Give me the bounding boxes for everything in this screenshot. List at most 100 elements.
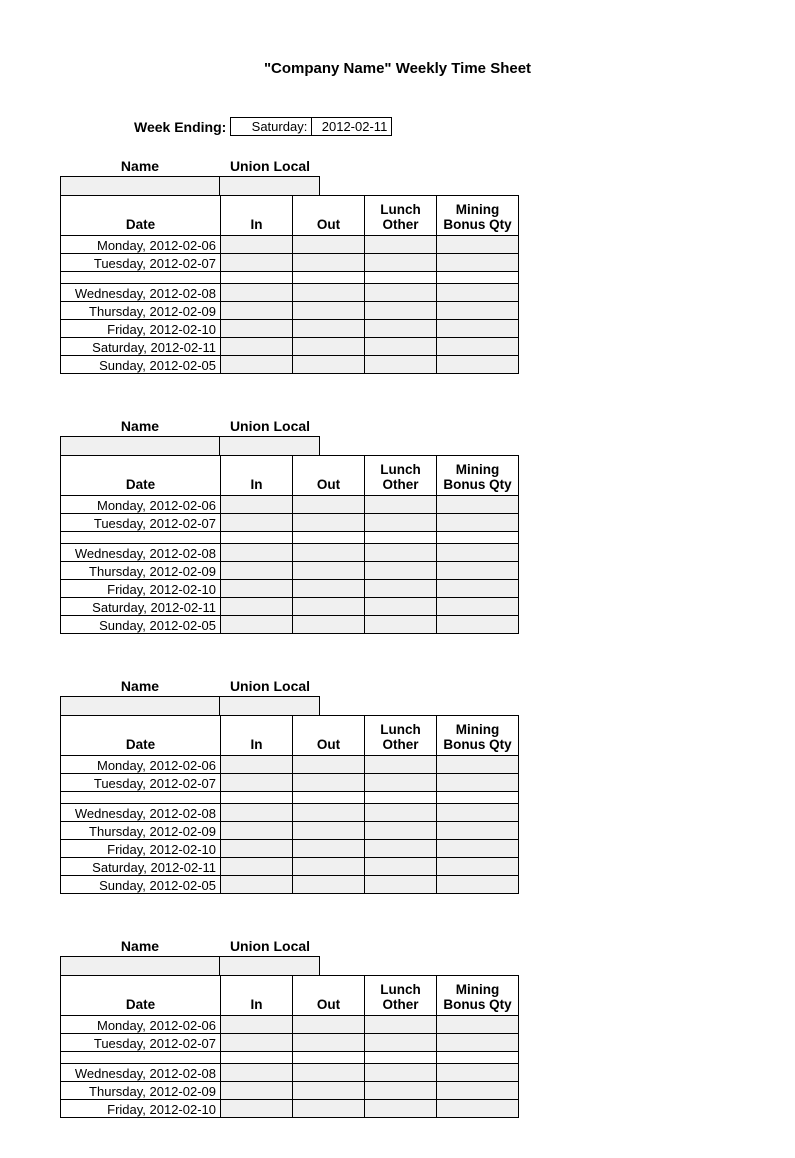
bonus-cell[interactable]	[437, 284, 519, 302]
in-cell[interactable]	[221, 320, 293, 338]
bonus-cell[interactable]	[437, 236, 519, 254]
lunch-cell[interactable]	[365, 580, 437, 598]
bonus-cell[interactable]	[437, 858, 519, 876]
lunch-cell[interactable]	[365, 338, 437, 356]
bonus-cell[interactable]	[437, 338, 519, 356]
in-cell[interactable]	[221, 876, 293, 894]
out-cell[interactable]	[293, 1064, 365, 1082]
bonus-cell[interactable]	[437, 822, 519, 840]
name-cell[interactable]	[60, 436, 220, 456]
bonus-cell[interactable]	[437, 756, 519, 774]
bonus-cell[interactable]	[437, 496, 519, 514]
lunch-cell[interactable]	[365, 774, 437, 792]
out-cell[interactable]	[293, 236, 365, 254]
lunch-cell[interactable]	[365, 1064, 437, 1082]
in-cell[interactable]	[221, 1082, 293, 1100]
in-cell[interactable]	[221, 1100, 293, 1118]
out-cell[interactable]	[293, 338, 365, 356]
bonus-cell[interactable]	[437, 1082, 519, 1100]
union-cell[interactable]	[220, 696, 320, 716]
lunch-cell[interactable]	[365, 254, 437, 272]
lunch-cell[interactable]	[365, 1016, 437, 1034]
bonus-cell[interactable]	[437, 1100, 519, 1118]
in-cell[interactable]	[221, 302, 293, 320]
out-cell[interactable]	[293, 544, 365, 562]
bonus-cell[interactable]	[437, 840, 519, 858]
bonus-cell[interactable]	[437, 302, 519, 320]
bonus-cell[interactable]	[437, 254, 519, 272]
lunch-cell[interactable]	[365, 356, 437, 374]
in-cell[interactable]	[221, 338, 293, 356]
union-cell[interactable]	[220, 956, 320, 976]
in-cell[interactable]	[221, 236, 293, 254]
bonus-cell[interactable]	[437, 804, 519, 822]
out-cell[interactable]	[293, 822, 365, 840]
name-cell[interactable]	[60, 176, 220, 196]
in-cell[interactable]	[221, 254, 293, 272]
lunch-cell[interactable]	[365, 858, 437, 876]
lunch-cell[interactable]	[365, 236, 437, 254]
lunch-cell[interactable]	[365, 284, 437, 302]
lunch-cell[interactable]	[365, 562, 437, 580]
bonus-cell[interactable]	[437, 1034, 519, 1052]
in-cell[interactable]	[221, 496, 293, 514]
lunch-cell[interactable]	[365, 496, 437, 514]
lunch-cell[interactable]	[365, 804, 437, 822]
in-cell[interactable]	[221, 562, 293, 580]
in-cell[interactable]	[221, 356, 293, 374]
in-cell[interactable]	[221, 840, 293, 858]
bonus-cell[interactable]	[437, 616, 519, 634]
out-cell[interactable]	[293, 356, 365, 374]
out-cell[interactable]	[293, 1100, 365, 1118]
in-cell[interactable]	[221, 1016, 293, 1034]
lunch-cell[interactable]	[365, 822, 437, 840]
out-cell[interactable]	[293, 1082, 365, 1100]
out-cell[interactable]	[293, 876, 365, 894]
in-cell[interactable]	[221, 1064, 293, 1082]
name-cell[interactable]	[60, 956, 220, 976]
in-cell[interactable]	[221, 822, 293, 840]
lunch-cell[interactable]	[365, 1082, 437, 1100]
bonus-cell[interactable]	[437, 598, 519, 616]
bonus-cell[interactable]	[437, 876, 519, 894]
out-cell[interactable]	[293, 1034, 365, 1052]
out-cell[interactable]	[293, 598, 365, 616]
lunch-cell[interactable]	[365, 514, 437, 532]
in-cell[interactable]	[221, 284, 293, 302]
in-cell[interactable]	[221, 1034, 293, 1052]
bonus-cell[interactable]	[437, 774, 519, 792]
out-cell[interactable]	[293, 514, 365, 532]
bonus-cell[interactable]	[437, 562, 519, 580]
union-cell[interactable]	[220, 176, 320, 196]
bonus-cell[interactable]	[437, 580, 519, 598]
in-cell[interactable]	[221, 598, 293, 616]
lunch-cell[interactable]	[365, 616, 437, 634]
out-cell[interactable]	[293, 580, 365, 598]
out-cell[interactable]	[293, 840, 365, 858]
lunch-cell[interactable]	[365, 544, 437, 562]
out-cell[interactable]	[293, 320, 365, 338]
bonus-cell[interactable]	[437, 1016, 519, 1034]
out-cell[interactable]	[293, 284, 365, 302]
lunch-cell[interactable]	[365, 876, 437, 894]
bonus-cell[interactable]	[437, 1064, 519, 1082]
bonus-cell[interactable]	[437, 356, 519, 374]
out-cell[interactable]	[293, 496, 365, 514]
in-cell[interactable]	[221, 616, 293, 634]
out-cell[interactable]	[293, 302, 365, 320]
in-cell[interactable]	[221, 580, 293, 598]
lunch-cell[interactable]	[365, 756, 437, 774]
lunch-cell[interactable]	[365, 598, 437, 616]
out-cell[interactable]	[293, 804, 365, 822]
lunch-cell[interactable]	[365, 1100, 437, 1118]
lunch-cell[interactable]	[365, 302, 437, 320]
out-cell[interactable]	[293, 254, 365, 272]
name-cell[interactable]	[60, 696, 220, 716]
out-cell[interactable]	[293, 562, 365, 580]
lunch-cell[interactable]	[365, 840, 437, 858]
in-cell[interactable]	[221, 544, 293, 562]
lunch-cell[interactable]	[365, 1034, 437, 1052]
bonus-cell[interactable]	[437, 320, 519, 338]
bonus-cell[interactable]	[437, 544, 519, 562]
union-cell[interactable]	[220, 436, 320, 456]
